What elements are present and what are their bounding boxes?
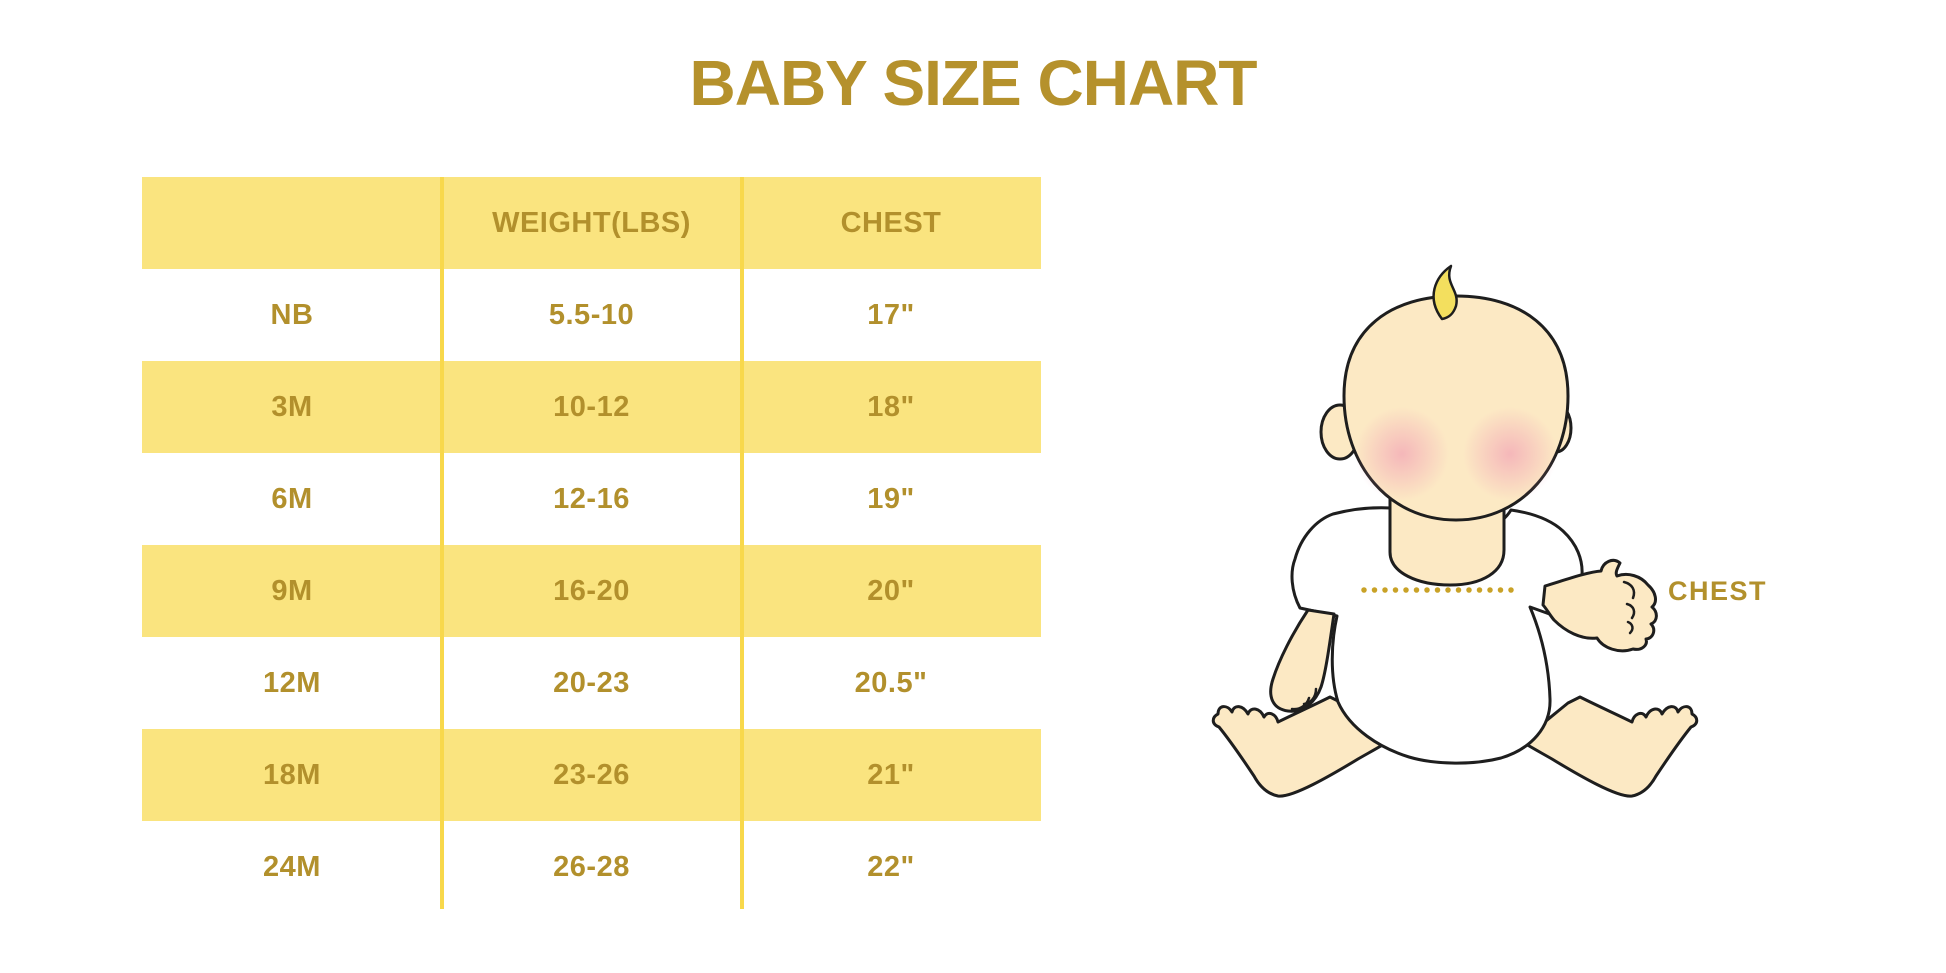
size-table: WEIGHT(LBS) CHEST NB 5.5-10 17" 3M 10-12 18" 6… (142, 177, 1041, 913)
size-cell: 3M (271, 390, 313, 423)
weight-cell: 5.5-10 (548, 298, 635, 331)
weight-cell: 26-28 (553, 850, 630, 883)
chest-cell: 20" (867, 574, 915, 607)
header-cell-chest: CHEST (840, 206, 942, 239)
baby-neck-outline (1388, 494, 1506, 587)
baby-cheek-left (1355, 407, 1449, 501)
weight-cell: 23-26 (553, 758, 630, 791)
size-cell: NB (270, 298, 314, 331)
table-row-18m: 18M 23-26 21" (142, 729, 1041, 821)
baby-arm-left (1269, 608, 1336, 713)
baby-onesie (1290, 506, 1584, 765)
baby-hand-left-fingers (1290, 687, 1318, 711)
table-row-24m: 24M 26-28 22" (142, 821, 1041, 913)
size-cell: 18M (263, 758, 321, 791)
table-header-row: WEIGHT(LBS) CHEST (142, 177, 1041, 269)
size-cell: 6M (271, 482, 313, 515)
page-title: BABY SIZE CHART (689, 47, 1258, 119)
chest-cell: 20.5" (854, 666, 928, 699)
weight-cell: 20-23 (553, 666, 630, 699)
chest-cell: 22" (867, 850, 915, 883)
weight-cell: 16-20 (553, 574, 630, 607)
chest-cell: 19" (867, 482, 915, 515)
table-row-3m: 3M 10-12 18" (142, 361, 1041, 453)
column-divider-2 (740, 177, 744, 909)
chest-cell: 18" (867, 390, 915, 423)
weight-cell: 12-16 (553, 482, 630, 515)
baby-illustration (1211, 264, 1699, 798)
table-row-6m: 6M 12-16 19" (142, 453, 1041, 545)
chest-cell: 21" (867, 758, 915, 791)
table-row-9m: 9M 16-20 20" (142, 545, 1041, 637)
table-row-nb: NB 5.5-10 17" (142, 269, 1041, 361)
baby-hair-curl (1432, 264, 1458, 321)
header-cell-size (142, 177, 442, 269)
baby-leg-left (1211, 695, 1391, 798)
baby-hand-right-fingers (1622, 580, 1636, 635)
chest-cell: 17" (867, 298, 915, 331)
size-cell: 9M (271, 574, 313, 607)
table-row-12m: 12M 20-23 20.5" (142, 637, 1041, 729)
header-cell-weight: WEIGHT(LBS) (492, 206, 691, 239)
size-cell: 12M (263, 666, 321, 699)
size-cell: 24M (263, 850, 321, 883)
table-body: NB 5.5-10 17" 3M 10-12 18" 6M 12-16 19" 9M 16-20 20… (142, 269, 1041, 913)
chest-label: CHEST (1668, 576, 1768, 606)
baby-cheek-right (1463, 407, 1557, 501)
weight-cell: 10-12 (553, 390, 630, 423)
column-divider-1 (440, 177, 444, 909)
